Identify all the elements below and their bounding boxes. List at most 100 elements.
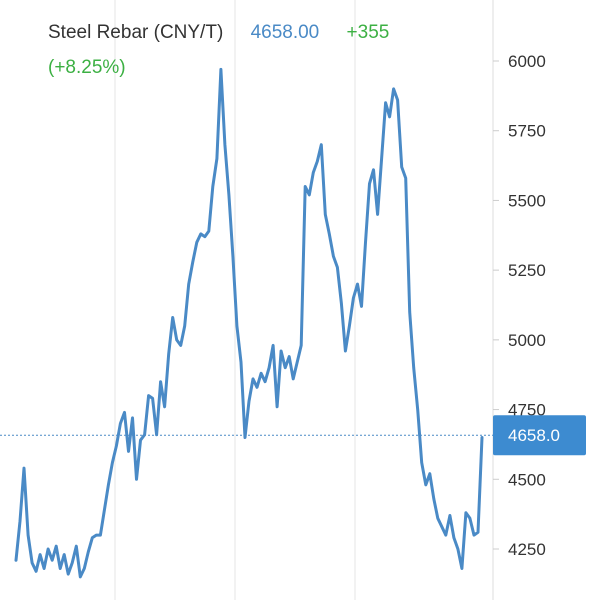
data-point (469, 517, 471, 520)
data-point (268, 366, 270, 369)
y-tick-label: 5250 (508, 261, 546, 280)
data-point (87, 551, 90, 553)
data-point (280, 350, 282, 352)
data-point (412, 366, 415, 369)
data-point (433, 498, 435, 500)
data-point (39, 553, 41, 556)
data-point (416, 408, 419, 411)
data-point (15, 559, 17, 561)
y-tick-label: 5500 (508, 191, 546, 210)
data-point (256, 386, 258, 389)
data-point (155, 433, 158, 436)
data-point (135, 478, 138, 481)
data-point (196, 241, 198, 244)
data-point (131, 417, 134, 419)
data-point (461, 567, 463, 570)
data-point (372, 169, 375, 171)
data-point (360, 305, 363, 308)
data-point (71, 562, 73, 564)
data-point (420, 461, 423, 464)
data-point (344, 350, 347, 352)
y-tick-label: 4250 (508, 540, 546, 559)
data-point (99, 534, 102, 536)
y-tick-label: 4500 (508, 470, 546, 489)
data-point (392, 88, 395, 90)
data-point (228, 194, 230, 196)
data-point (356, 283, 359, 285)
data-point (304, 185, 307, 188)
data-point (95, 534, 98, 536)
data-point (449, 514, 451, 517)
data-point (83, 567, 86, 570)
data-point (441, 525, 443, 528)
data-point (400, 166, 403, 168)
data-point (473, 534, 475, 536)
y-tick-label: 4750 (508, 401, 546, 420)
data-point (284, 366, 287, 369)
series-points (15, 68, 483, 578)
data-point (272, 344, 274, 347)
data-point (139, 439, 142, 442)
data-point (481, 436, 483, 439)
data-point (248, 400, 250, 403)
data-point (27, 534, 29, 536)
data-point (103, 509, 106, 511)
data-point (55, 545, 57, 547)
data-point (187, 283, 190, 285)
current-price: 4658.00 (251, 22, 320, 43)
data-point (437, 517, 439, 520)
data-point (425, 484, 427, 486)
data-point (47, 548, 49, 550)
data-point (208, 230, 210, 232)
data-point (212, 185, 214, 188)
data-point (364, 241, 367, 244)
price-tag-label: 4658.0 (508, 426, 560, 445)
data-point (348, 325, 351, 327)
data-point (23, 467, 25, 469)
data-point (79, 576, 82, 578)
price-tag-background (493, 415, 586, 456)
svg-text:Steel Rebar (CNY/T) 4658: Steel Rebar (CNY/T) 4658.00 +355 (48, 22, 389, 43)
data-point (67, 573, 69, 575)
data-point (123, 411, 126, 414)
data-point (171, 316, 174, 319)
data-point (75, 545, 78, 547)
data-point (107, 484, 110, 486)
y-tick-label: 5000 (508, 331, 546, 350)
data-point (252, 378, 254, 380)
price-change-percent: (+8.25%) (48, 57, 126, 78)
data-point (220, 68, 222, 71)
data-point (324, 213, 327, 216)
data-point (51, 559, 53, 561)
data-point (179, 344, 182, 347)
chart-header: Steel Rebar (CNY/T) 4658.00 +355 (+8.25%… (48, 22, 389, 78)
data-point (244, 436, 246, 439)
data-point (35, 570, 37, 573)
data-point (159, 380, 162, 383)
data-point (192, 261, 194, 263)
data-point (204, 235, 206, 238)
data-point (336, 266, 339, 269)
data-point (175, 339, 178, 341)
data-point (300, 344, 303, 347)
y-tick-label: 6000 (508, 52, 546, 71)
data-point (308, 194, 311, 196)
data-point (264, 380, 266, 383)
data-point (276, 406, 278, 408)
data-point (151, 397, 154, 400)
data-point (59, 567, 61, 570)
data-point (296, 361, 299, 364)
data-point (183, 325, 186, 327)
data-point (340, 302, 343, 305)
data-point (43, 567, 45, 570)
data-point (388, 116, 391, 118)
data-point (465, 511, 467, 514)
data-point (216, 157, 218, 160)
data-point (292, 378, 295, 380)
data-point (224, 143, 226, 146)
data-point (163, 406, 166, 408)
data-point (404, 177, 407, 179)
data-point (429, 472, 431, 475)
